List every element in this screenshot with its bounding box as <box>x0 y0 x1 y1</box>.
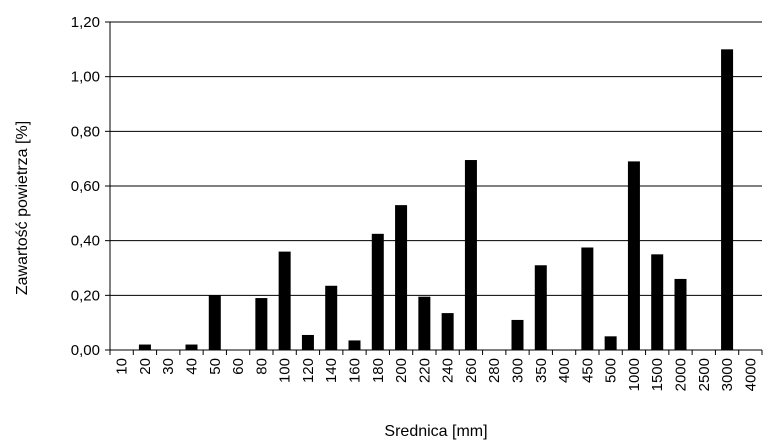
bar-220 <box>418 296 431 350</box>
y-tick-label: 0,80 <box>71 123 100 140</box>
bar-240 <box>441 313 454 350</box>
x-tick-label: 2500 <box>696 358 713 391</box>
x-tick-label: 3000 <box>719 358 736 391</box>
x-tick-label: 4000 <box>742 358 759 391</box>
x-tick-label: 100 <box>277 358 294 383</box>
y-tick-label: 0,60 <box>71 178 100 195</box>
x-tick-label: 200 <box>393 358 410 383</box>
x-tick-label: 2000 <box>673 358 690 391</box>
gridlines <box>110 21 762 351</box>
bar-1000 <box>627 161 640 350</box>
bar-450 <box>581 247 594 350</box>
x-tick-label: 240 <box>440 358 457 383</box>
bar-20 <box>138 344 151 350</box>
bar-2000 <box>674 278 687 350</box>
y-tick-label: 1,00 <box>71 69 100 86</box>
bar-1500 <box>651 254 664 350</box>
x-tick-label: 1500 <box>649 358 666 391</box>
y-tick-label: 1,20 <box>71 14 100 31</box>
bar-180 <box>371 233 384 350</box>
x-tick-label: 300 <box>510 358 527 383</box>
x-tick-label: 400 <box>556 358 573 383</box>
y-tick-label: 0,40 <box>71 233 100 250</box>
bar-100 <box>278 251 291 350</box>
x-tick-label: 450 <box>579 358 596 383</box>
bar-50 <box>208 295 221 350</box>
x-tick-label: 220 <box>416 358 433 383</box>
bar-3000 <box>721 49 734 350</box>
bar-500 <box>604 336 617 350</box>
x-tick-label: 50 <box>207 358 224 375</box>
bar-120 <box>301 334 314 350</box>
y-tick-label: 0,00 <box>71 342 100 359</box>
bar-350 <box>534 265 547 350</box>
bar-40 <box>185 344 198 350</box>
x-tick-label: 350 <box>533 358 550 383</box>
y-tick-labels: 0,00 0,20 0,40 0,60 0,80 1,00 1,20 <box>71 14 110 359</box>
bar-160 <box>348 340 361 350</box>
bar-80 <box>255 298 268 350</box>
x-tick-label: 40 <box>184 358 201 375</box>
y-axis-title: Zawartość powietrza [%] <box>14 121 31 295</box>
bar-200 <box>395 205 408 350</box>
x-tick-labels: 10 20 30 40 50 60 80 100 120 140 160 180 200 220 240 26… <box>109 350 763 391</box>
x-tick-label: 180 <box>370 358 387 383</box>
x-tick-label: 120 <box>300 358 317 383</box>
x-axis-title: Srednica [mm] <box>384 423 487 440</box>
x-tick-label: 80 <box>253 358 270 375</box>
bar-300 <box>511 319 524 350</box>
x-tick-label: 30 <box>160 358 177 375</box>
x-tick-label: 10 <box>114 358 131 375</box>
x-tick-label: 500 <box>603 358 620 383</box>
bar-260 <box>464 160 477 350</box>
x-tick-label: 260 <box>463 358 480 383</box>
x-tick-label: 1000 <box>626 358 643 391</box>
x-tick-label: 60 <box>230 358 247 375</box>
bar-140 <box>325 285 338 350</box>
x-tick-label: 280 <box>486 358 503 383</box>
y-tick-label: 0,20 <box>71 287 100 304</box>
x-tick-label: 140 <box>323 358 340 383</box>
x-tick-label: 20 <box>137 358 154 375</box>
bars <box>138 49 734 350</box>
x-tick-label: 160 <box>347 358 364 383</box>
